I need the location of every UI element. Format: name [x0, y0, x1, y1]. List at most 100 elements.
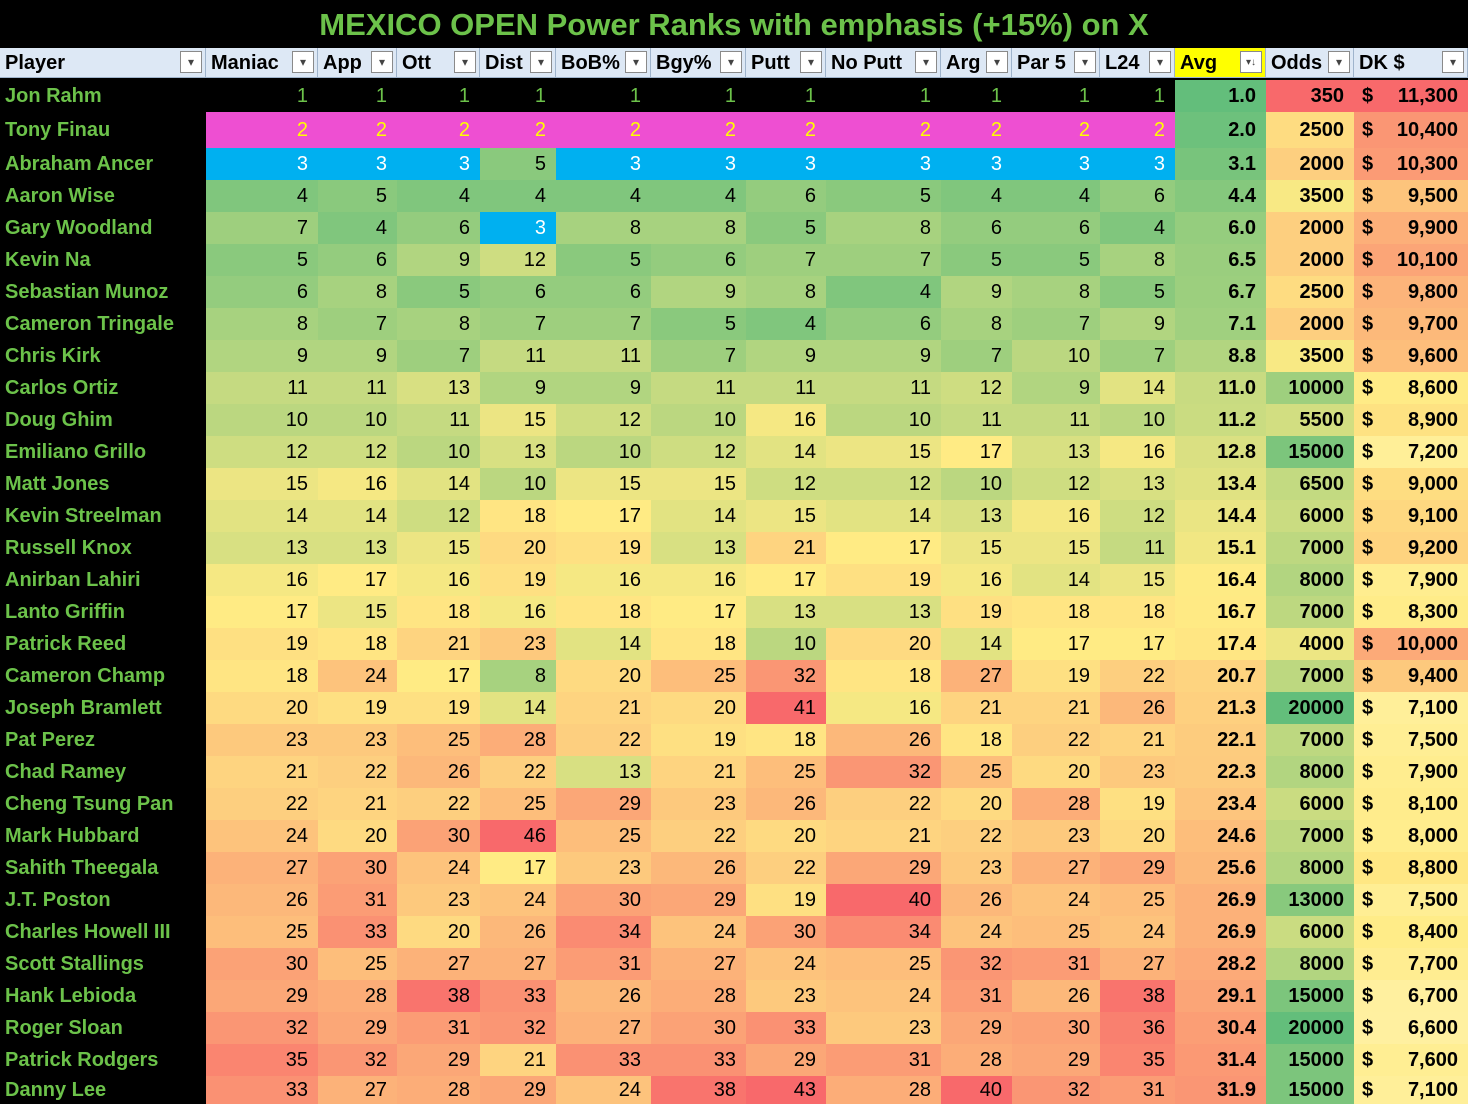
rank-cell[interactable]: 8 — [1012, 276, 1100, 308]
avg-cell[interactable]: 21.3 — [1175, 692, 1266, 724]
rank-cell[interactable]: 9 — [941, 276, 1012, 308]
rank-cell[interactable]: 19 — [1100, 788, 1175, 820]
dk-salary-cell[interactable]: $7,500 — [1354, 724, 1468, 756]
dk-salary-cell[interactable]: $10,300 — [1354, 148, 1468, 180]
rank-cell[interactable]: 6 — [826, 308, 941, 340]
rank-cell[interactable]: 22 — [941, 820, 1012, 852]
dk-salary-cell[interactable]: $9,200 — [1354, 532, 1468, 564]
rank-cell[interactable]: 5 — [397, 276, 480, 308]
rank-cell[interactable]: 32 — [480, 1012, 556, 1044]
rank-cell[interactable]: 11 — [651, 372, 746, 404]
avg-cell[interactable]: 17.4 — [1175, 628, 1266, 660]
rank-cell[interactable]: 27 — [206, 852, 318, 884]
rank-cell[interactable]: 25 — [651, 660, 746, 692]
rank-cell[interactable]: 8 — [826, 212, 941, 244]
rank-cell[interactable]: 25 — [318, 948, 397, 980]
rank-cell[interactable]: 9 — [556, 372, 651, 404]
rank-cell[interactable]: 30 — [746, 916, 826, 948]
rank-cell[interactable]: 27 — [1100, 948, 1175, 980]
avg-cell[interactable]: 25.6 — [1175, 852, 1266, 884]
rank-cell[interactable]: 24 — [746, 948, 826, 980]
odds-cell[interactable]: 8000 — [1266, 564, 1354, 596]
rank-cell[interactable]: 19 — [1012, 660, 1100, 692]
player-cell[interactable]: Mark Hubbard — [0, 820, 206, 852]
rank-cell[interactable]: 10 — [746, 628, 826, 660]
avg-cell[interactable]: 20.7 — [1175, 660, 1266, 692]
rank-cell[interactable]: 9 — [1100, 308, 1175, 340]
rank-cell[interactable]: 27 — [651, 948, 746, 980]
rank-cell[interactable]: 32 — [318, 1044, 397, 1076]
player-cell[interactable]: Abraham Ancer — [0, 148, 206, 180]
rank-cell[interactable]: 10 — [826, 404, 941, 436]
rank-cell[interactable]: 38 — [397, 980, 480, 1012]
rank-cell[interactable]: 6 — [941, 212, 1012, 244]
rank-cell[interactable]: 21 — [480, 1044, 556, 1076]
rank-cell[interactable]: 19 — [826, 564, 941, 596]
rank-cell[interactable]: 24 — [651, 916, 746, 948]
rank-cell[interactable]: 7 — [826, 244, 941, 276]
rank-cell[interactable]: 30 — [556, 884, 651, 916]
dropdown-filter-icon[interactable]: ▾ — [530, 51, 552, 73]
player-cell[interactable]: Emiliano Grillo — [0, 436, 206, 468]
rank-cell[interactable]: 18 — [397, 596, 480, 628]
rank-cell[interactable]: 11 — [941, 404, 1012, 436]
odds-cell[interactable]: 2000 — [1266, 212, 1354, 244]
rank-cell[interactable]: 8 — [1100, 244, 1175, 276]
dk-salary-cell[interactable]: $8,400 — [1354, 916, 1468, 948]
rank-cell[interactable]: 19 — [206, 628, 318, 660]
rank-cell[interactable]: 3 — [556, 148, 651, 180]
rank-cell[interactable]: 6 — [480, 276, 556, 308]
avg-cell[interactable]: 12.8 — [1175, 436, 1266, 468]
dk-salary-cell[interactable]: $9,900 — [1354, 212, 1468, 244]
rank-cell[interactable]: 7 — [556, 308, 651, 340]
rank-cell[interactable]: 13 — [746, 596, 826, 628]
rank-cell[interactable]: 16 — [1012, 500, 1100, 532]
player-cell[interactable]: Scott Stallings — [0, 948, 206, 980]
rank-cell[interactable]: 9 — [318, 340, 397, 372]
rank-cell[interactable]: 29 — [826, 852, 941, 884]
rank-cell[interactable]: 21 — [826, 820, 941, 852]
rank-cell[interactable]: 28 — [318, 980, 397, 1012]
rank-cell[interactable]: 25 — [206, 916, 318, 948]
odds-cell[interactable]: 15000 — [1266, 980, 1354, 1012]
rank-cell[interactable]: 2 — [318, 112, 397, 148]
dropdown-filter-icon[interactable]: ▾ — [800, 51, 822, 73]
rank-cell[interactable]: 10 — [1100, 404, 1175, 436]
player-cell[interactable]: Kevin Streelman — [0, 500, 206, 532]
rank-cell[interactable]: 7 — [206, 212, 318, 244]
rank-cell[interactable]: 12 — [206, 436, 318, 468]
rank-cell[interactable]: 3 — [397, 148, 480, 180]
odds-cell[interactable]: 3500 — [1266, 340, 1354, 372]
rank-cell[interactable]: 16 — [318, 468, 397, 500]
player-cell[interactable]: Cheng Tsung Pan — [0, 788, 206, 820]
rank-cell[interactable]: 23 — [941, 852, 1012, 884]
rank-cell[interactable]: 11 — [826, 372, 941, 404]
rank-cell[interactable]: 3 — [318, 148, 397, 180]
rank-cell[interactable]: 1 — [556, 80, 651, 112]
rank-cell[interactable]: 40 — [826, 884, 941, 916]
rank-cell[interactable]: 10 — [651, 404, 746, 436]
rank-cell[interactable]: 15 — [556, 468, 651, 500]
rank-cell[interactable]: 26 — [397, 756, 480, 788]
rank-cell[interactable]: 12 — [941, 372, 1012, 404]
rank-cell[interactable]: 33 — [746, 1012, 826, 1044]
rank-cell[interactable]: 21 — [746, 532, 826, 564]
odds-cell[interactable]: 2000 — [1266, 308, 1354, 340]
rank-cell[interactable]: 35 — [1100, 1044, 1175, 1076]
rank-cell[interactable]: 12 — [826, 468, 941, 500]
rank-cell[interactable]: 26 — [826, 724, 941, 756]
rank-cell[interactable]: 20 — [480, 532, 556, 564]
rank-cell[interactable]: 26 — [556, 980, 651, 1012]
rank-cell[interactable]: 7 — [1012, 308, 1100, 340]
rank-cell[interactable]: 2 — [746, 112, 826, 148]
rank-cell[interactable]: 26 — [480, 916, 556, 948]
rank-cell[interactable]: 30 — [397, 820, 480, 852]
rank-cell[interactable]: 28 — [651, 980, 746, 1012]
rank-cell[interactable]: 14 — [397, 468, 480, 500]
rank-cell[interactable]: 30 — [651, 1012, 746, 1044]
rank-cell[interactable]: 12 — [1100, 500, 1175, 532]
rank-cell[interactable]: 13 — [826, 596, 941, 628]
dropdown-filter-icon[interactable]: ▾ — [371, 51, 393, 73]
player-cell[interactable]: Pat Perez — [0, 724, 206, 756]
odds-cell[interactable]: 15000 — [1266, 1076, 1354, 1104]
